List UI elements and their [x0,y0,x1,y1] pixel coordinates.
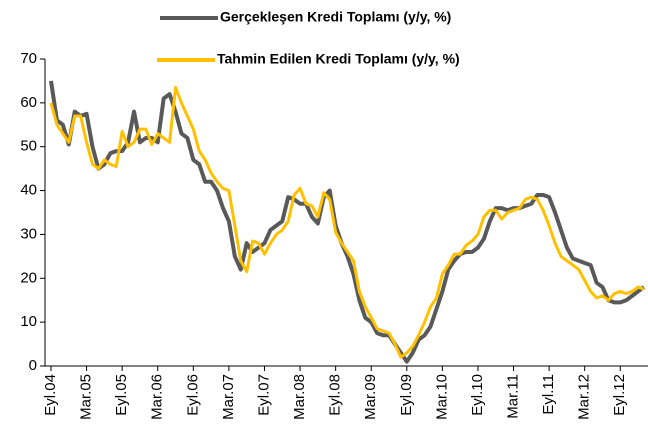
y-tick-label: 0 [29,357,37,374]
x-tick-label: Eyl.07 [255,374,272,416]
y-tick-label: 30 [20,225,37,242]
y-tick-label: 10 [20,313,37,330]
x-tick-label: Mar.07 [220,374,237,420]
x-tick-label: Mar.08 [291,374,308,420]
legend-label: Tahmin Edilen Kredi Toplamı (y/y, %) [217,51,460,67]
x-tick-label: Eyl.09 [398,374,415,416]
x-tick-label: Eyl.10 [469,374,486,416]
y-tick-label: 20 [20,269,37,286]
x-tick-label: Mar.09 [362,374,379,420]
x-tick-label: Eyl.04 [42,374,59,416]
y-tick-label: 50 [20,138,37,155]
x-tick-label: Mar.05 [78,374,95,420]
x-tick-label: Eyl.08 [327,374,344,416]
x-tick-label: Eyl.05 [113,374,130,416]
x-tick-label: Mar.11 [505,374,522,419]
x-tick-label: Eyl.06 [184,374,201,416]
series-line [49,86,645,359]
x-tick-label: Mar.12 [576,374,593,420]
x-tick-label: Mar.10 [433,374,450,420]
y-tick-label: 60 [20,94,37,111]
legend-label: Gerçekleşen Kredi Toplamı (y/y, %) [220,9,451,25]
x-tick-label: Eyl.12 [611,374,628,416]
x-tick-label: Mar.06 [149,374,166,420]
y-tick-label: 70 [20,50,37,67]
series-line [49,80,646,364]
y-tick-label: 40 [20,182,37,199]
x-tick-label: Eyl.11 [540,374,557,415]
